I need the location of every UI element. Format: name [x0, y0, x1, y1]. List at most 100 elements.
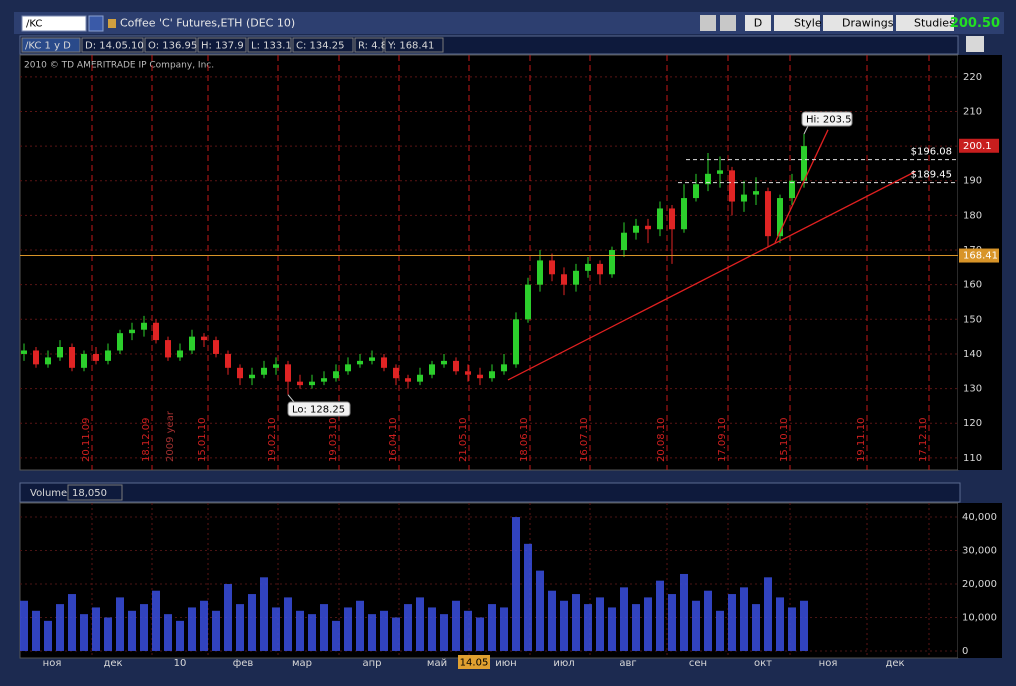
candle-body [225, 353, 231, 368]
y-tick-label: 150 [963, 314, 982, 325]
candle-body [477, 374, 483, 379]
studies-label[interactable]: Studies [914, 17, 955, 30]
candle-body [573, 270, 579, 285]
volume-bar [272, 607, 280, 651]
annotation: Hi: 203.5 [806, 115, 851, 126]
candle-body [501, 364, 507, 372]
volume-bar [740, 587, 748, 651]
favorite-icon[interactable] [108, 19, 116, 28]
candle-body [357, 360, 363, 365]
volume-bar [380, 610, 388, 651]
candle-body [45, 357, 51, 365]
date-marker: 21.05.10 [458, 417, 469, 462]
volume-bar [608, 607, 616, 651]
volume-bar [536, 570, 544, 651]
date-marker: 15.10.10 [779, 417, 790, 462]
annotation: Lo: 128.25 [292, 405, 345, 416]
price-tag-label: 168.41 [963, 251, 998, 262]
volume-bar [440, 614, 448, 651]
candle-body [441, 360, 447, 365]
candle-body [609, 250, 615, 275]
candle-body [705, 173, 711, 185]
info-item: Y: 168.41 [387, 41, 434, 52]
tool-button[interactable] [720, 15, 736, 31]
volume-bar [764, 577, 772, 651]
symbol-input[interactable] [21, 15, 87, 32]
y-tick-label: 40,000 [962, 512, 997, 523]
volume-bar [548, 590, 556, 651]
copyright: 2010 © TD AMERITRADE IP Company, Inc. [24, 61, 214, 71]
volume-bar [320, 604, 328, 651]
volume-bar [680, 573, 688, 651]
month-label: июл [553, 658, 574, 669]
candle-body [417, 374, 423, 382]
candle-body [249, 374, 255, 379]
symbol-menu[interactable] [88, 15, 104, 32]
candle-body [177, 350, 183, 358]
volume-bar [284, 597, 292, 651]
y-tick-label: 0 [962, 646, 968, 657]
volume-bar [68, 594, 76, 651]
volume-bar [428, 607, 436, 651]
volume-bar [572, 594, 580, 651]
trend-line [507, 171, 916, 381]
date-marker: 18.12.09 [141, 417, 152, 462]
info-item: H: 137.9 [201, 41, 244, 52]
style-label[interactable]: Style [794, 17, 822, 30]
tool-button[interactable] [700, 15, 716, 31]
symbol[interactable]: /KC [26, 19, 42, 30]
candle-body [429, 364, 435, 375]
volume-bar [296, 610, 304, 651]
info-box [384, 37, 444, 53]
candle-body [93, 353, 99, 361]
volume-bar [128, 610, 136, 651]
candle-body [321, 378, 327, 382]
candle-body [189, 336, 195, 351]
drawings-label[interactable]: Drawings [842, 17, 894, 30]
candle-body [741, 194, 747, 202]
studies-button[interactable] [896, 15, 954, 31]
candle-body [729, 170, 735, 202]
candle-body [405, 378, 411, 382]
style-button[interactable] [774, 15, 820, 31]
volume-bar [212, 610, 220, 651]
volume-bar [692, 600, 700, 651]
annotation-box [287, 401, 351, 417]
date-marker: 19.11.10 [856, 417, 867, 462]
volume-bar [668, 594, 676, 651]
info-box [144, 37, 197, 53]
date-marker: 19.03.10 [328, 417, 339, 462]
drawings-button[interactable] [823, 15, 893, 31]
candle-body [489, 371, 495, 379]
candle-body [165, 340, 171, 358]
settings-button[interactable] [966, 36, 984, 52]
volume-bar [656, 580, 664, 651]
candle-body [681, 198, 687, 230]
volume-bar [464, 610, 472, 651]
candle-body [213, 340, 219, 354]
candle-body [285, 364, 291, 382]
volume-bar [788, 607, 796, 651]
volume-bar [44, 620, 52, 651]
volume-bar [344, 607, 352, 651]
volume-bar [224, 584, 232, 651]
candle-body [105, 350, 111, 361]
candle-body [309, 381, 315, 386]
volume-bar [32, 610, 40, 651]
date-marker: 20.08.10 [656, 417, 667, 462]
y-tick-label: 190 [963, 176, 982, 187]
candle-body [57, 347, 63, 358]
y-tick-label: 30,000 [962, 546, 997, 557]
month-label: мар [292, 658, 312, 669]
candle-body [561, 274, 567, 285]
volume-bar [476, 617, 484, 651]
volume-bar [308, 614, 316, 651]
candle-body [549, 260, 555, 275]
info-box [354, 37, 384, 53]
period-button[interactable] [745, 15, 771, 31]
candle-body [117, 333, 123, 351]
volume-value-box [67, 484, 123, 501]
period[interactable]: D [754, 17, 762, 30]
candle-body [261, 367, 267, 375]
